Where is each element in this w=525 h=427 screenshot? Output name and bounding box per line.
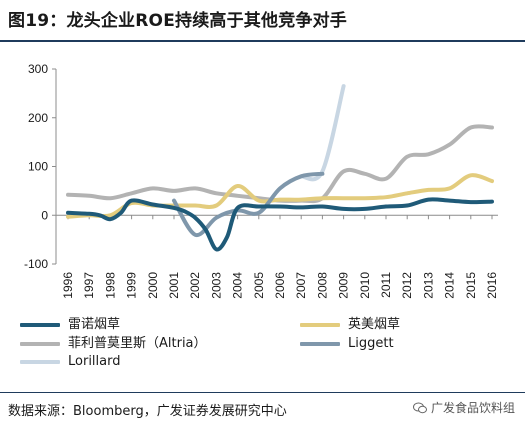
legend-label-liggett: Liggett — [348, 336, 394, 351]
legend-swatch-reynolds — [20, 323, 60, 327]
series-line-bat — [66, 173, 494, 219]
y-tick-label: -100 — [24, 257, 48, 271]
x-tick-label: 2002 — [188, 272, 202, 299]
legend-label-lorillard: Lorillard — [68, 354, 121, 369]
x-tick-label: 2012 — [400, 272, 414, 299]
source-note: 数据来源：Bloomberg，广发证券发展研究中心 — [8, 404, 287, 419]
x-tick-label: 2007 — [294, 272, 308, 299]
chart-series — [66, 84, 494, 252]
title-divider — [0, 40, 525, 42]
x-tick-label: 2014 — [443, 272, 457, 299]
y-tick-label: 100 — [28, 160, 48, 174]
legend-swatch-lorillard — [20, 360, 60, 364]
x-tick-label: 2005 — [252, 272, 266, 299]
source-divider — [0, 392, 525, 393]
figure-title: 图19：龙头企业ROE持续高于其他竞争对手 — [8, 11, 348, 31]
x-tick-label: 1996 — [61, 272, 75, 299]
x-tick-label: 2015 — [464, 272, 478, 299]
x-tick-label: 2001 — [167, 272, 181, 299]
y-tick-label: 0 — [41, 208, 48, 222]
x-tick-label: 2008 — [315, 272, 329, 299]
watermark-label: 广发食品饮料组 — [430, 401, 515, 415]
x-tick-label: 2013 — [421, 272, 435, 299]
watermark: 广发食品饮料组 — [412, 399, 515, 416]
chart-axes: -100 0 100 200 300 1996 1997 1998 1999 2000 2001 20… — [24, 62, 499, 299]
x-tick-label: 1997 — [82, 272, 96, 299]
x-tick-label: 1999 — [125, 272, 139, 299]
x-tick-label: 2006 — [273, 272, 287, 299]
x-tick-label: 2009 — [337, 272, 351, 299]
legend-label-reynolds: 雷诺烟草 — [68, 317, 121, 332]
x-tick-label: 2004 — [231, 272, 245, 299]
wechat-icon — [412, 402, 427, 414]
x-tick-label: 2000 — [146, 272, 160, 299]
legend-swatch-altria — [20, 342, 60, 346]
x-tick-label: 2010 — [358, 272, 372, 299]
legend-label-altria: 菲利普莫里斯（Altria） — [68, 336, 207, 351]
x-tick-label: 1998 — [103, 272, 117, 299]
title-bar: 图19：龙头企业ROE持续高于其他竞争对手 — [0, 0, 525, 44]
x-tick-label: 2011 — [379, 272, 393, 298]
y-tick-label: 200 — [28, 111, 48, 125]
roe-line-chart: -100 0 100 200 300 1996 1997 1998 1999 2000 2001 20… — [24, 62, 499, 299]
legend-label-bat: 英美烟草 — [348, 317, 401, 332]
x-tick-label: 2003 — [209, 272, 223, 299]
series-line-lorillard — [299, 84, 346, 182]
legend-swatch-liggett — [300, 342, 340, 346]
x-tick-label: 2016 — [485, 272, 499, 299]
legend-swatch-bat — [300, 323, 340, 327]
y-tick-label: 300 — [28, 62, 48, 76]
series-line-reynolds — [66, 197, 494, 252]
series-line-liggett — [172, 171, 325, 238]
